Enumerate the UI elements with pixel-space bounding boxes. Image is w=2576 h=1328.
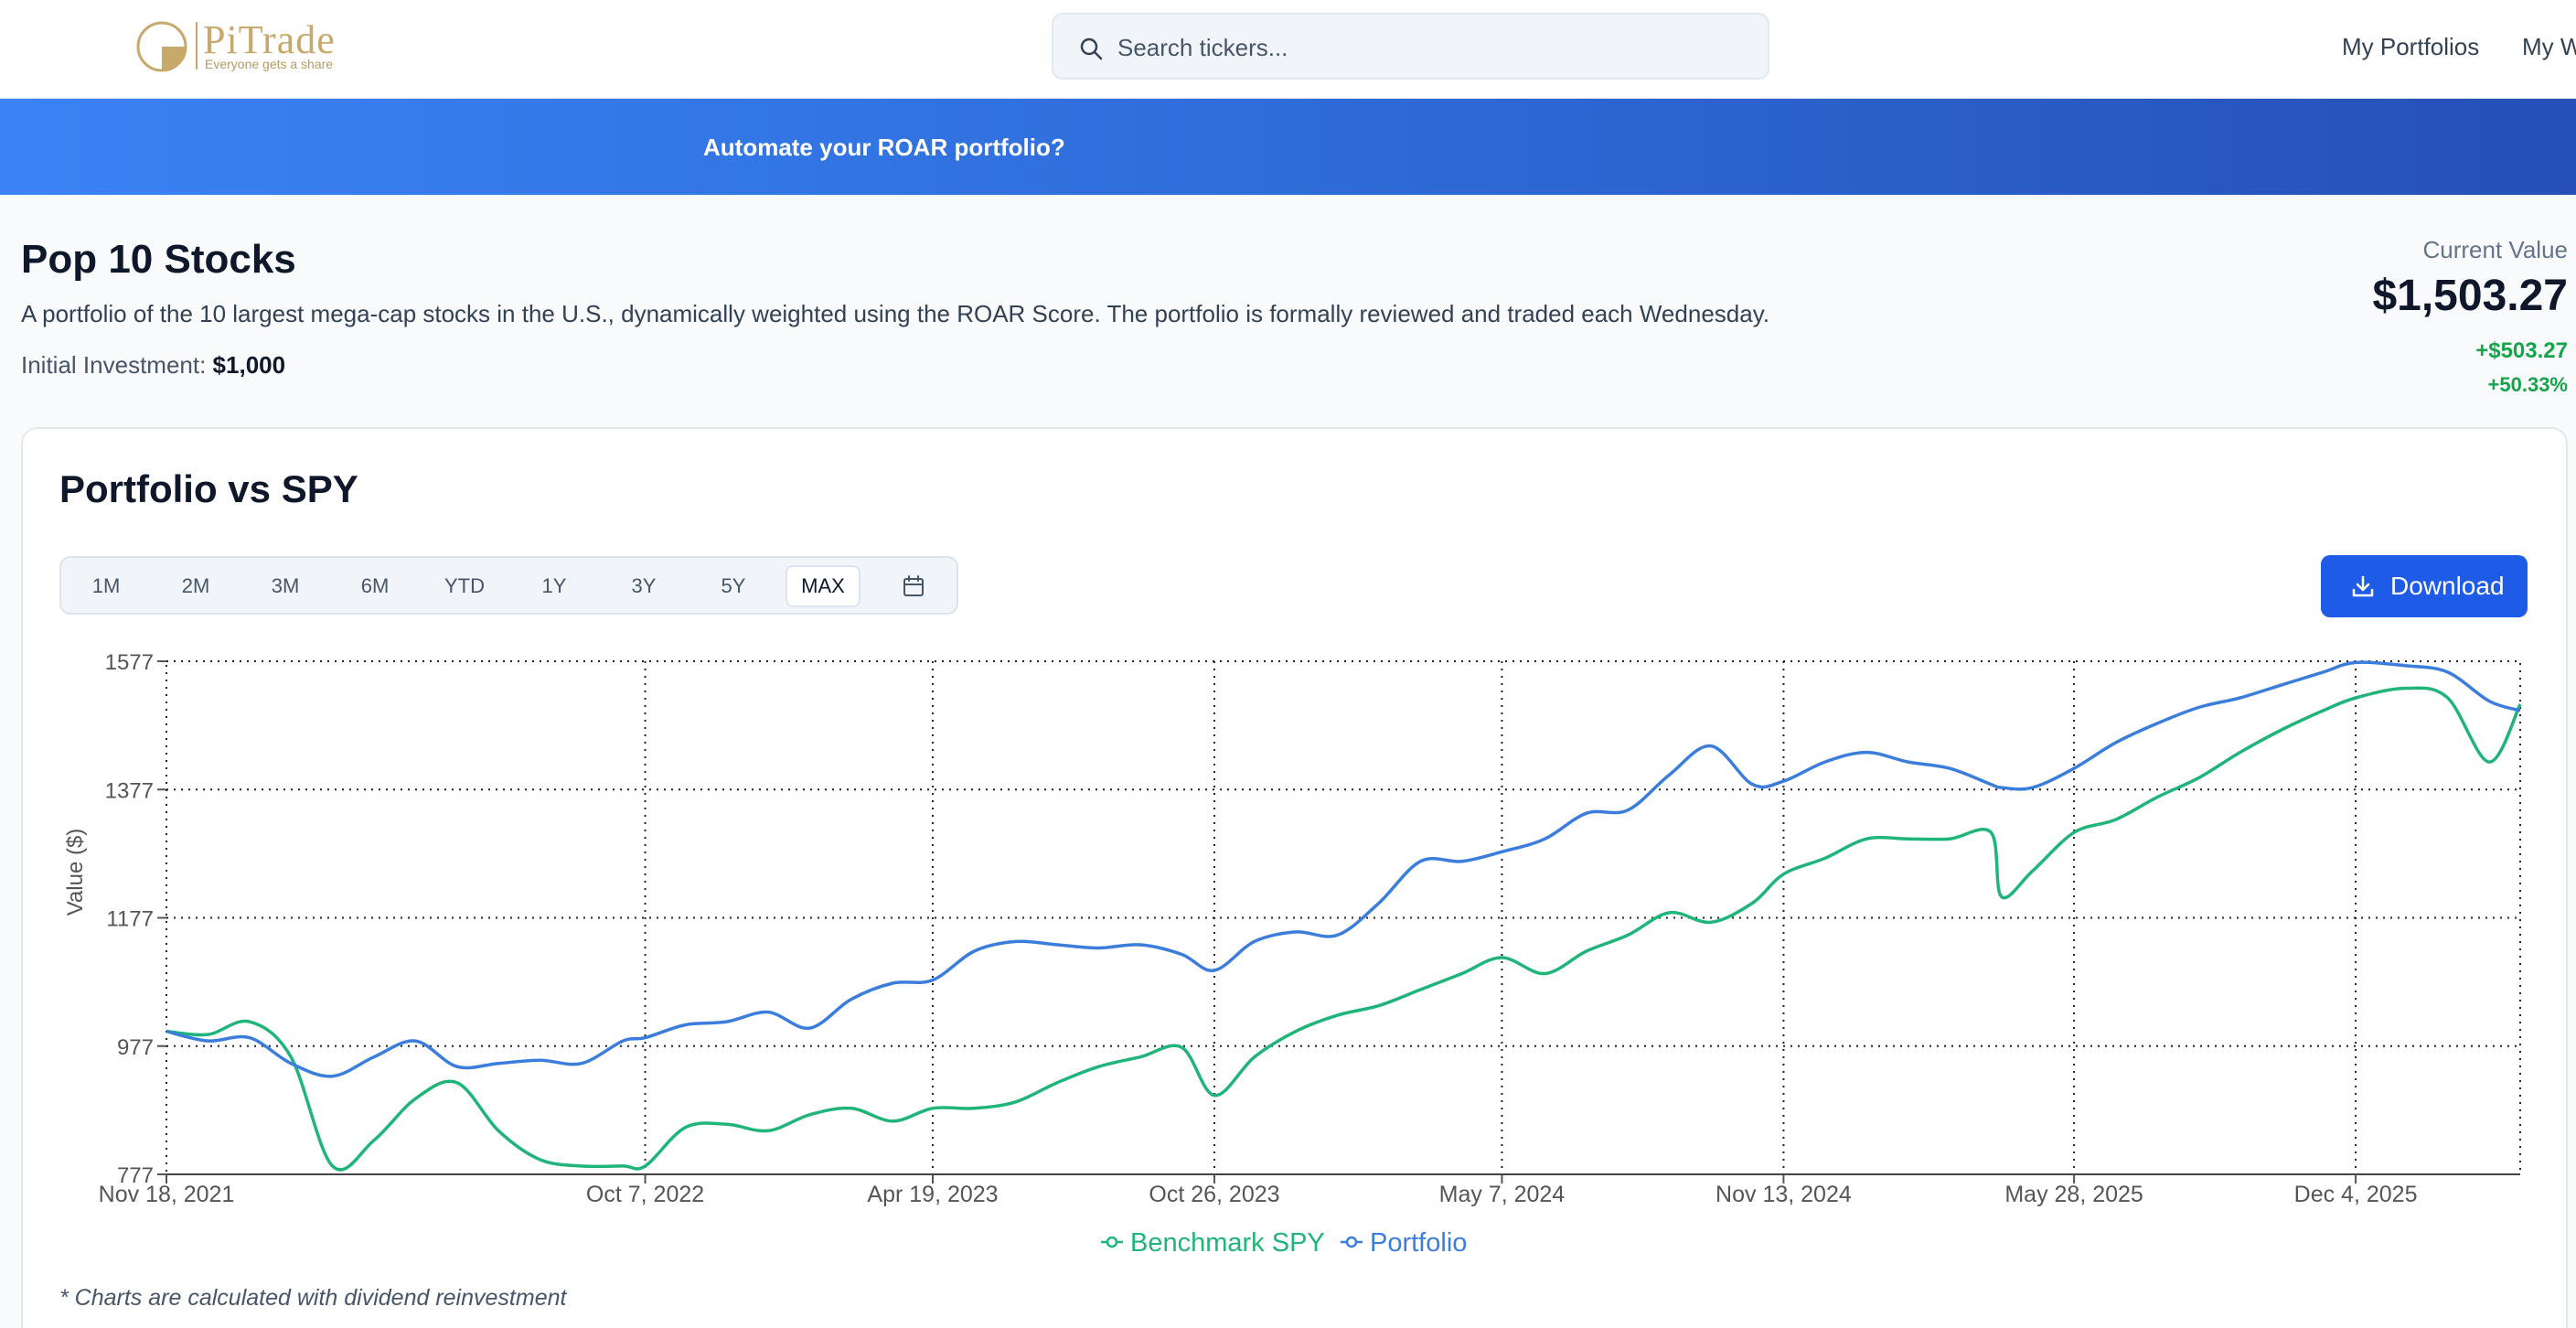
range-2m-button[interactable]: 2M (181, 574, 210, 597)
value-change: +$503.27 (2475, 338, 2568, 363)
download-label: Download (2390, 572, 2505, 600)
nav-my-portfolios[interactable]: My Portfolios (2342, 33, 2480, 60)
x-tick-label: May 28, 2025 (2004, 1182, 2143, 1207)
nav-my-watchlist[interactable]: My W (2522, 33, 2576, 60)
x-tick-label: Oct 26, 2023 (1149, 1182, 1279, 1207)
logo-name: PiTrade (203, 17, 336, 62)
current-value-label: Current Value (2422, 236, 2569, 263)
initial-investment-label: Initial Investment: (21, 351, 207, 379)
initial-investment-value: $1,000 (212, 351, 286, 379)
x-tick-label: Dec 4, 2025 (2294, 1182, 2418, 1207)
portfolio-line (166, 660, 2521, 1078)
range-max-button[interactable]: MAX (786, 565, 860, 607)
search-icon (1080, 37, 1103, 60)
legend-benchmark-spy[interactable]: Benchmark SPY (1130, 1228, 1325, 1258)
x-tick-label: Nov 18, 2021 (99, 1182, 235, 1207)
range-5y-button[interactable]: 5Y (721, 574, 746, 597)
page-title: Pop 10 Stocks (21, 237, 296, 282)
chart-card-title: Portfolio vs SPY (59, 467, 358, 510)
plot-frame (166, 660, 2521, 1175)
y-tick-label: 977 (117, 1035, 154, 1060)
y-tick-label: 1177 (106, 907, 154, 932)
ticker-search[interactable] (1052, 13, 1769, 80)
legend-portfolio[interactable]: Portfolio (1370, 1228, 1467, 1258)
value-change-percent: +50.33% (2487, 373, 2568, 396)
pitrade-logo[interactable]: PiTrade Everyone gets a share (134, 18, 344, 77)
search-input[interactable] (1117, 27, 1748, 68)
range-1m-button[interactable]: 1M (91, 574, 121, 597)
benchmark-spy-line (166, 686, 2522, 1172)
banner-text[interactable]: Automate your ROAR portfolio? (703, 134, 1065, 161)
range-1y-button[interactable]: 1Y (541, 574, 567, 597)
x-tick-label: May 7, 2024 (1439, 1182, 1566, 1207)
time-range-selector: 1M 2M 3M 6M YTD 1Y 3Y 5Y MAX (59, 556, 958, 615)
range-ytd-button[interactable]: YTD (444, 574, 485, 597)
y-tick-label: 777 (117, 1163, 154, 1188)
y-tick-label: 1377 (105, 778, 154, 803)
chart-footnote: * Charts are calculated with dividend re… (59, 1285, 567, 1311)
y-axis-label: Value ($) (63, 829, 88, 916)
legend-benchmark-spy-marker (1106, 1236, 1118, 1248)
initial-investment: Initial Investment: $1,000 (21, 349, 285, 380)
range-3m-button[interactable]: 3M (271, 574, 300, 597)
portfolio-vs-spy-chart: 777 977 1177 1377 1577 Nov 18, 2021 Oct 7, 202… (63, 650, 2522, 1258)
x-tick-label: Oct 7, 2022 (586, 1182, 704, 1207)
current-value: $1,503.27 (2372, 272, 2568, 320)
logo-divider (196, 22, 198, 70)
x-tick-label: Apr 19, 2023 (867, 1182, 998, 1207)
logo-tagline: Everyone gets a share (205, 57, 334, 71)
download-button[interactable]: Download (2321, 555, 2528, 617)
range-3y-button[interactable]: 3Y (631, 574, 657, 597)
top-header: PiTrade Everyone gets a share My Portfol… (0, 0, 2576, 99)
portfolio-description: A portfolio of the 10 largest mega-cap s… (21, 300, 1769, 327)
promo-banner[interactable]: Automate your ROAR portfolio? (0, 99, 2576, 195)
download-icon (2352, 575, 2374, 597)
range-6m-button[interactable]: 6M (360, 574, 390, 597)
calendar-icon[interactable] (901, 573, 926, 599)
x-tick-label: Nov 13, 2024 (1716, 1182, 1852, 1207)
y-tick-label: 1577 (105, 650, 154, 675)
legend-portfolio-marker (1345, 1236, 1358, 1248)
logo-mark-icon (136, 21, 187, 72)
